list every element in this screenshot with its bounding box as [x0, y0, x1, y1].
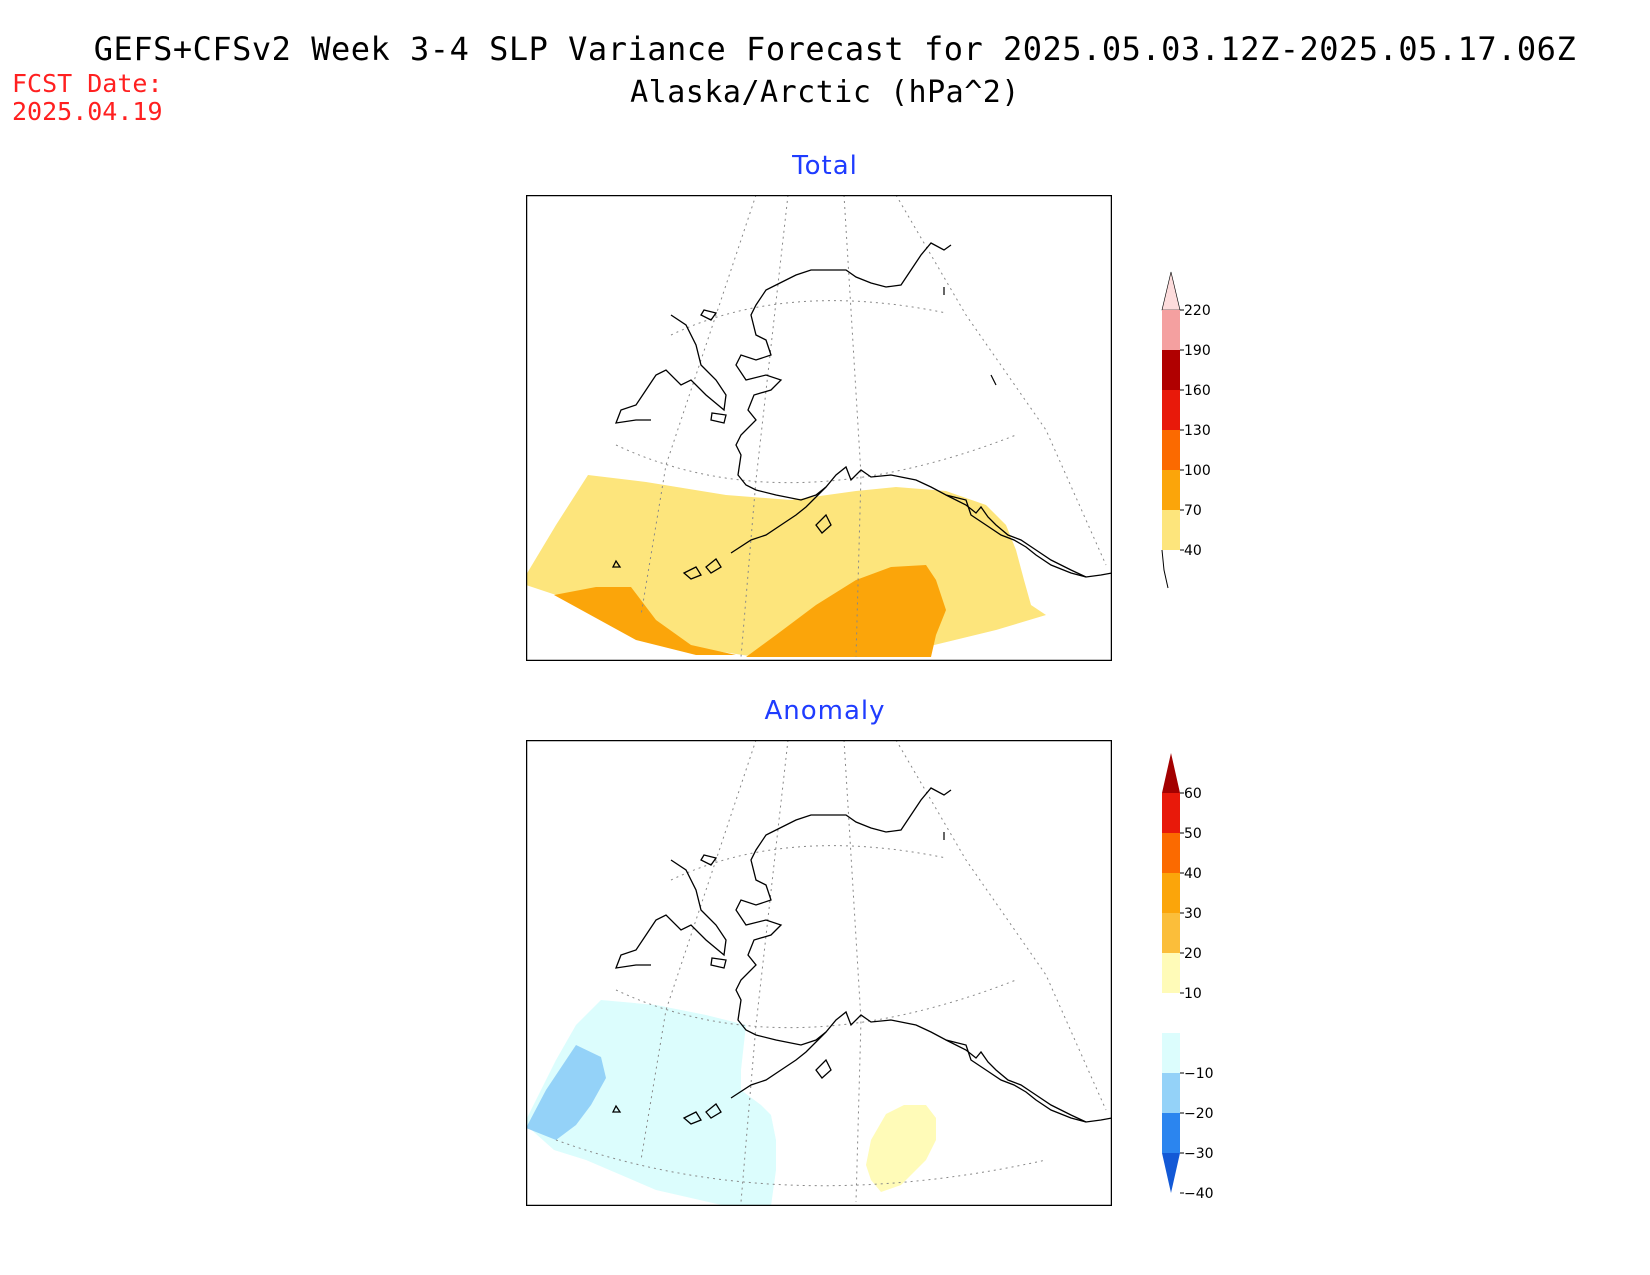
fcst-date-label: FCST Date: [12, 69, 163, 98]
anomaly-fill-pos10 [866, 1105, 936, 1192]
anomaly-colorbar-bottom-triangle [1162, 1153, 1180, 1193]
anomaly-map-frame [526, 740, 1112, 1206]
total-fill-70 [554, 565, 946, 657]
anomaly-colorbar-box [1162, 953, 1180, 993]
total-colorbar-label: 70 [1184, 503, 1202, 519]
anomaly-colorbar-top-triangle [1162, 753, 1180, 793]
anomaly-colorbar-box [1162, 1033, 1180, 1073]
figure-subtitle: Alaska/Arctic (hPa^2) [630, 75, 1020, 110]
total-grid [615, 195, 1107, 658]
anomaly-colorbar-box [1162, 993, 1180, 1033]
anomaly-colorbar-box [1162, 913, 1180, 953]
anomaly-colorbar-box [1162, 1113, 1180, 1153]
total-colorbar-box [1162, 390, 1180, 430]
anomaly-colorbar-label: −30 [1184, 1146, 1214, 1162]
total-colorbar-label: 130 [1184, 423, 1211, 439]
anomaly-colorbar-label: 30 [1184, 906, 1202, 922]
total-map [526, 195, 1112, 661]
total-colorbar-label: 190 [1184, 343, 1211, 359]
total-colorbar-box [1162, 350, 1180, 390]
total-marks [943, 287, 997, 386]
anomaly-colorbar-label: −10 [1184, 1066, 1214, 1082]
fcst-date-value: 2025.04.19 [12, 97, 163, 126]
total-colorbar-box [1162, 310, 1180, 350]
total-colorbar-bottom-end [1161, 549, 1169, 589]
total-colorbar-box [1162, 430, 1180, 470]
anomaly-map [526, 740, 1112, 1206]
figure-title: GEFS+CFSv2 Week 3-4 SLP Variance Forecas… [93, 30, 1577, 68]
total-colorbar-box [1162, 510, 1180, 550]
total-colorbar-label: 40 [1184, 543, 1202, 559]
anomaly-colorbar: 60 50 40 30 20 10 −10 −20 −30 −40 [1162, 753, 1214, 1202]
anomaly-colorbar-box [1162, 833, 1180, 873]
total-coastline [611, 242, 1112, 580]
anomaly-panel-title: Anomaly [764, 696, 886, 726]
anomaly-fill-neg20 [526, 1045, 606, 1140]
anomaly-colorbar-box [1162, 793, 1180, 833]
anomaly-coastline [611, 787, 1112, 1125]
anomaly-colorbar-label: 60 [1184, 786, 1202, 802]
anomaly-colorbar-label: 50 [1184, 826, 1202, 842]
anomaly-colorbar-label: 10 [1184, 986, 1202, 1002]
total-colorbar-box [1162, 470, 1180, 510]
anomaly-colorbar-box [1162, 1073, 1180, 1113]
total-colorbar-label: 160 [1184, 383, 1211, 399]
total-colorbar: 40 70 100 130 160 190 220 [1161, 271, 1211, 589]
total-panel-title: Total [792, 151, 858, 181]
anomaly-grid [555, 740, 1107, 1203]
anomaly-colorbar-label: 20 [1184, 946, 1202, 962]
anomaly-colorbar-label: −20 [1184, 1106, 1214, 1122]
total-colorbar-top-triangle [1161, 271, 1181, 311]
anomaly-colorbar-label: −40 [1184, 1186, 1214, 1202]
anomaly-colorbar-label: 40 [1184, 866, 1202, 882]
total-map-frame [526, 195, 1112, 661]
total-colorbar-label: 100 [1184, 463, 1211, 479]
anomaly-colorbar-box [1162, 873, 1180, 913]
total-colorbar-label: 220 [1184, 303, 1211, 319]
